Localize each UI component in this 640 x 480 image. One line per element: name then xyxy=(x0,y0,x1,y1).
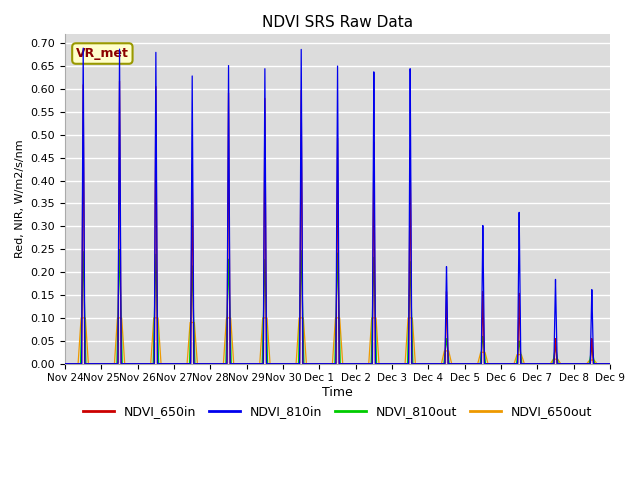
Legend: NDVI_650in, NDVI_810in, NDVI_810out, NDVI_650out: NDVI_650in, NDVI_810in, NDVI_810out, NDV… xyxy=(77,400,598,423)
X-axis label: Time: Time xyxy=(322,386,353,399)
Text: VR_met: VR_met xyxy=(76,47,129,60)
Title: NDVI SRS Raw Data: NDVI SRS Raw Data xyxy=(262,15,413,30)
Y-axis label: Red, NIR, W/m2/s/nm: Red, NIR, W/m2/s/nm xyxy=(15,140,25,258)
